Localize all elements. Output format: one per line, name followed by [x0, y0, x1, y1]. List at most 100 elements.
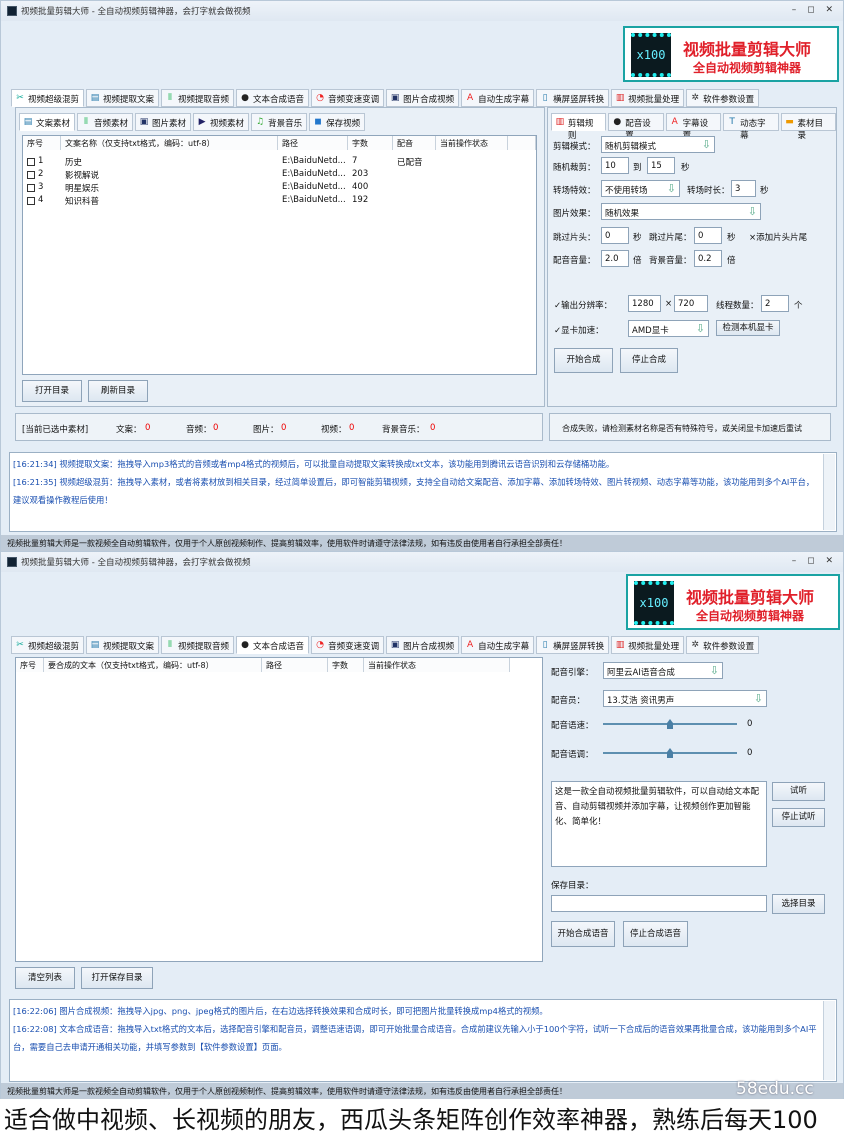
select-img[interactable]: 随机效果 ⇩: [601, 203, 761, 220]
col-header[interactable]: 路径: [262, 658, 328, 672]
tab-7[interactable]: A 自动生成字幕: [461, 636, 535, 654]
tab-1[interactable]: ✂ 视频超级混剪: [11, 89, 85, 107]
material-tab[interactable]: ▤ 文案素材: [19, 113, 76, 131]
tab-10[interactable]: ✲ 软件参数设置: [686, 89, 760, 107]
tab-9[interactable]: ▥ 视频批量处理: [611, 89, 685, 107]
tab-3[interactable]: ⦀ 视频提取音频: [161, 89, 235, 107]
start-button[interactable]: 开始合成: [554, 348, 613, 373]
material-tab[interactable]: ▣ 图片素材: [135, 113, 192, 131]
subtitle-icon: A: [467, 93, 474, 103]
stop-listen-button[interactable]: 停止试听: [772, 808, 825, 827]
tab-6[interactable]: ▣ 图片合成视频: [386, 89, 460, 107]
col-header[interactable]: 配音: [393, 136, 436, 150]
material-tab[interactable]: ▶ 视频素材: [193, 113, 250, 131]
col-header[interactable]: 文案名称（仅支持txt格式，编码：utf-8）: [61, 136, 278, 150]
input-trans_dur[interactable]: 3: [731, 180, 756, 197]
col-header[interactable]: 字数: [348, 136, 393, 150]
open-save-dir-button[interactable]: 打开保存目录: [81, 967, 153, 989]
col-header[interactable]: 序号: [16, 658, 44, 672]
select-trans[interactable]: 不使用转场 ⇩: [601, 180, 680, 197]
material-tab[interactable]: ♫ 背景音乐: [251, 113, 308, 131]
window-controls[interactable]: – ◻ ✕: [791, 5, 837, 15]
checkbox[interactable]: [27, 197, 35, 205]
tab-3[interactable]: ⦀ 视频提取音频: [161, 636, 235, 654]
tab-10[interactable]: ✲ 软件参数设置: [686, 636, 760, 654]
settings-tab[interactable]: ▬ 素材目录: [780, 113, 837, 141]
tab-4[interactable]: ● 文本合成语音: [236, 636, 310, 654]
tab-9[interactable]: ▥ 视频批量处理: [611, 636, 685, 654]
speed-slider[interactable]: [603, 719, 737, 733]
col-header[interactable]: 字数: [328, 658, 364, 672]
input-skip_head[interactable]: 0: [601, 227, 629, 244]
audio-wave-icon: ⦀: [84, 117, 88, 127]
window-controls[interactable]: – ◻ ✕: [791, 556, 837, 566]
tab-5[interactable]: ◔ 音频变速变调: [311, 89, 385, 107]
microphone-icon: ●: [613, 117, 622, 127]
tab-6[interactable]: ▣ 图片合成视频: [386, 636, 460, 654]
input-res_h[interactable]: 720: [674, 295, 708, 312]
cell-count: 7: [352, 156, 358, 166]
choose-dir-button[interactable]: 选择目录: [772, 894, 825, 914]
tab-5[interactable]: ◔ 音频变速变调: [311, 636, 385, 654]
voice-select[interactable]: 13.艾浩 资讯男声 ⇩: [603, 690, 767, 707]
tab-1[interactable]: ✂ 视频超级混剪: [11, 636, 85, 654]
stop-button[interactable]: 停止合成: [620, 348, 678, 373]
listen-button[interactable]: 试听: [772, 782, 825, 801]
detect_gpu-button[interactable]: 检测本机显卡: [716, 320, 780, 336]
settings-tab[interactable]: T 动态字幕: [723, 113, 779, 141]
tab-label: 动态字幕: [740, 119, 766, 141]
tab-7[interactable]: A 自动生成字幕: [461, 89, 535, 107]
save-dir-label: 保存目录：: [551, 881, 594, 891]
clear-list-button[interactable]: 清空列表: [15, 967, 75, 989]
engine-select[interactable]: 阿里云AI语音合成 ⇩: [603, 662, 723, 679]
document-icon: ▤: [90, 640, 100, 650]
open-dir-button[interactable]: 打开目录: [22, 380, 82, 402]
tab-2[interactable]: ▤ 视频提取文案: [86, 89, 160, 107]
input-threads[interactable]: 2: [761, 295, 789, 312]
stop-tts-button[interactable]: 停止合成语音: [623, 921, 688, 947]
select-mode[interactable]: 随机剪辑模式 ⇩: [601, 136, 715, 153]
input-cut_to[interactable]: 15: [647, 157, 675, 174]
scrollbar[interactable]: [823, 454, 835, 530]
settings-tab[interactable]: ●配音设置: [608, 113, 664, 141]
save-dir-input[interactable]: [551, 895, 767, 912]
cell-name: 影视解说: [65, 171, 100, 181]
tab-8[interactable]: ▯ 横屏竖屏转换: [536, 89, 610, 107]
col-header[interactable]: 当前操作状态: [436, 136, 508, 150]
settings-tab[interactable]: ▥ 剪辑规则: [551, 113, 607, 141]
col-header[interactable]: 要合成的文本（仅支持txt格式，编码：utf-8）: [44, 658, 262, 672]
input-bg_vol[interactable]: 0.2: [694, 250, 722, 267]
pitch-slider[interactable]: [603, 748, 737, 762]
voice-value: 13.艾浩 资讯男声: [607, 696, 675, 706]
logo-title: 视频批量剪辑大师: [683, 40, 812, 59]
sample-textarea[interactable]: 这是一款全自动视频批量剪辑软件，可以自动给文本配音、自动剪辑视频并添加字幕，让视…: [551, 781, 767, 867]
input-skip_tail[interactable]: 0: [694, 227, 722, 244]
start-tts-button[interactable]: 开始合成语音: [551, 921, 615, 947]
col-header[interactable]: 路径: [278, 136, 348, 150]
select-gpu[interactable]: AMD显卡 ⇩: [628, 320, 709, 337]
scrollbar[interactable]: [823, 1001, 835, 1080]
input-dub_vol[interactable]: 2.0: [601, 250, 629, 267]
col-header[interactable]: 当前操作状态: [364, 658, 510, 672]
material-tab[interactable]: ⦀ 音频素材: [77, 113, 134, 131]
tab-8[interactable]: ▯ 横屏竖屏转换: [536, 636, 610, 654]
refresh-dir-button[interactable]: 刷新目录: [88, 380, 148, 402]
tab-label: 音频变速变调: [328, 95, 380, 105]
settings-tab[interactable]: A字幕设置: [665, 113, 722, 141]
col-header[interactable]: 序号: [23, 136, 61, 150]
tab-label: 软件参数设置: [703, 95, 755, 105]
checkbox[interactable]: [27, 158, 35, 166]
chevron-down-icon: ⇩: [747, 205, 757, 218]
checkbox[interactable]: [27, 171, 35, 179]
label: 秒: [633, 233, 642, 243]
material-tab[interactable]: ◼ 保存视频: [309, 113, 366, 131]
tab-4[interactable]: ● 文本合成语音: [236, 89, 310, 107]
input-cut_from[interactable]: 10: [601, 157, 629, 174]
checkbox[interactable]: [27, 184, 35, 192]
label: 倍: [727, 256, 736, 266]
tab-2[interactable]: ▤ 视频提取文案: [86, 636, 160, 654]
tab-label: 保存视频: [326, 119, 361, 129]
image-icon: ▣: [390, 93, 400, 103]
input-res_w[interactable]: 1280: [628, 295, 661, 312]
label: 到: [633, 163, 642, 173]
